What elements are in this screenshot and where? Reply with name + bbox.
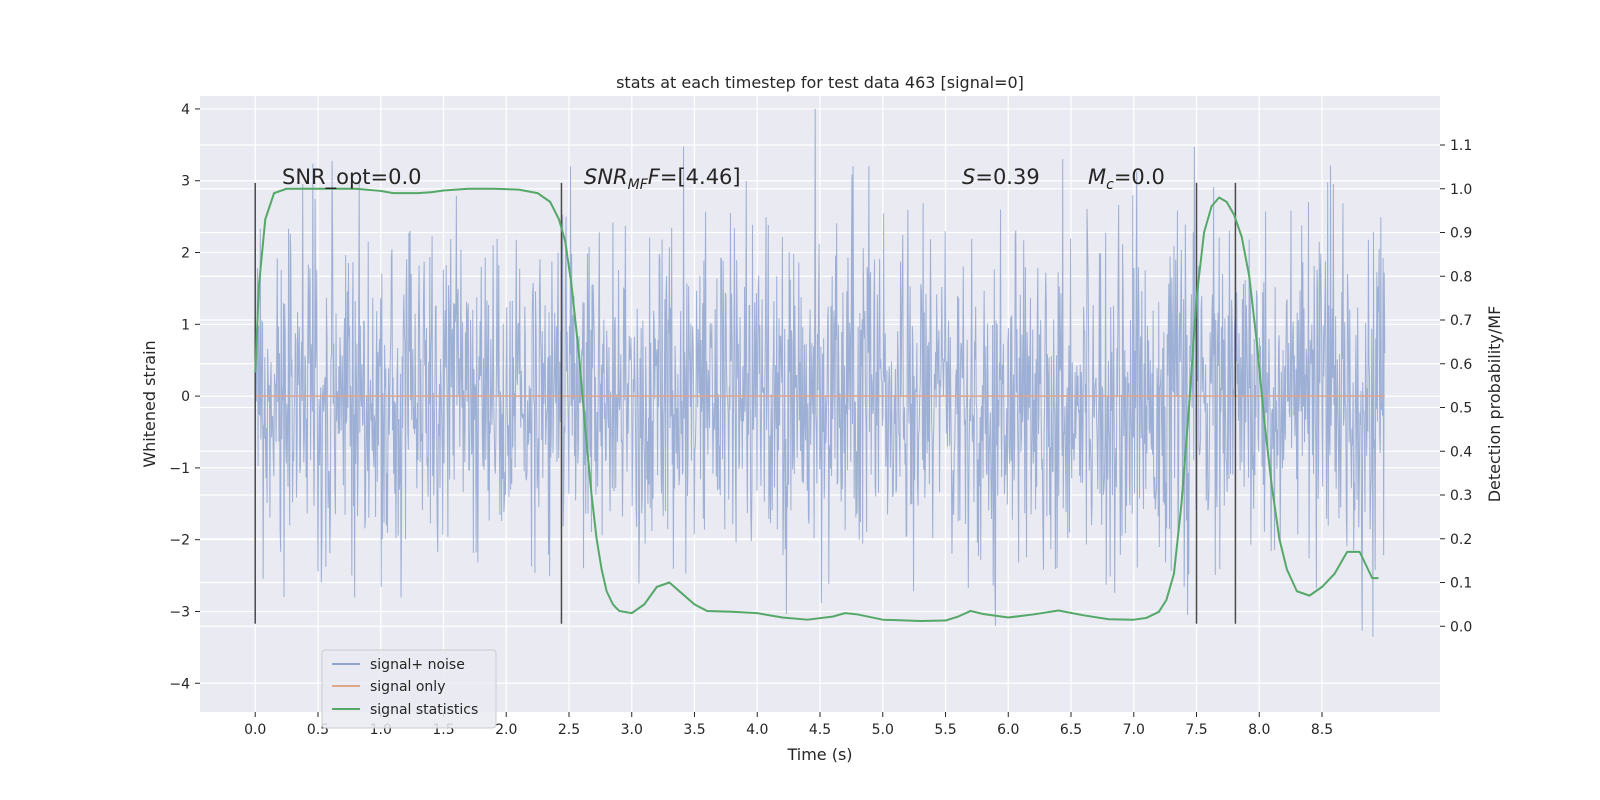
y-tick-label-4: 0	[181, 389, 190, 405]
y-tick-label-7: 3	[181, 174, 190, 190]
x-tick-label-6: 3.0	[621, 722, 643, 738]
x-tick-label-17: 8.5	[1311, 722, 1333, 738]
y-tick-label-6: 2	[181, 246, 190, 262]
x-tick-label-11: 5.5	[934, 722, 956, 738]
legend: signal+ noise signal only signal statist…	[321, 649, 497, 729]
y-axis-ticks: −4 −3 −2 −1 0 1 2 3 4	[169, 102, 200, 692]
y-right-tick-label-11: 1.1	[1450, 138, 1472, 154]
annotation-mc: Mc=0.0	[1088, 165, 1165, 193]
y-right-tick-label-1: 0.1	[1450, 576, 1472, 592]
legend-label-signal-only: signal only	[370, 679, 445, 695]
series-signal-statistics	[254, 187, 1379, 622]
legend-label-signal-statistics: signal statistics	[370, 702, 478, 718]
x-tick-label-9: 4.5	[809, 722, 831, 738]
x-tick-label-10: 5.0	[872, 722, 894, 738]
y-tick-label-2: −2	[169, 533, 190, 549]
vertical-markers	[254, 182, 1237, 624]
y-tick-label-1: −3	[169, 604, 190, 620]
y-right-tick-label-10: 1.0	[1450, 182, 1472, 198]
y-right-tick-label-2: 0.2	[1450, 532, 1472, 548]
legend-label-signal-noise: signal+ noise	[370, 657, 465, 673]
x-tick-label-16: 8.0	[1248, 722, 1270, 738]
y-right-tick-label-0: 0.0	[1450, 619, 1472, 635]
y-right-tick-label-8: 0.8	[1450, 269, 1472, 285]
y-tick-label-0: −4	[169, 676, 190, 692]
y-right-axis-ticks: 0.0 0.1 0.2 0.3 0.4 0.5 0.6 0.7 0.8 0.9 1.0 1.1	[1440, 138, 1472, 635]
x-tick-label-15: 7.5	[1185, 722, 1207, 738]
y-right-tick-label-5: 0.5	[1450, 401, 1472, 417]
y-right-tick-label-3: 0.3	[1450, 488, 1472, 504]
x-tick-label-4: 2.0	[495, 722, 517, 738]
y-right-axis-label: Detection probability/MF	[1485, 306, 1504, 503]
chart-title: stats at each timestep for test data 463…	[616, 73, 1024, 92]
annotation-snr-opt: SNR_opt=0.0	[282, 165, 422, 190]
annotation-s: S=0.39	[962, 165, 1040, 189]
y-axis-label: Whitened strain	[140, 340, 159, 467]
y-right-tick-label-6: 0.6	[1450, 357, 1472, 373]
y-tick-label-8: 4	[181, 102, 190, 118]
y-right-tick-label-9: 0.9	[1450, 226, 1472, 242]
annotation-snr-mf: SNRMFF=[4.46]	[584, 165, 741, 193]
x-axis-label: Time (s)	[786, 745, 852, 764]
x-tick-label-0: 0.0	[244, 722, 266, 738]
y-right-tick-label-7: 0.7	[1450, 313, 1472, 329]
x-tick-label-8: 4.0	[746, 722, 768, 738]
x-tick-label-12: 6.0	[997, 722, 1019, 738]
legend-box	[321, 649, 497, 729]
y-tick-label-5: 1	[181, 317, 190, 333]
x-tick-label-7: 3.5	[683, 722, 705, 738]
x-tick-label-14: 7.0	[1123, 722, 1145, 738]
series-line-signal-statistics	[254, 187, 1379, 622]
x-tick-label-13: 6.5	[1060, 722, 1082, 738]
y-tick-label-3: −1	[169, 461, 190, 477]
x-tick-label-5: 2.5	[558, 722, 580, 738]
y-right-tick-label-4: 0.4	[1450, 444, 1472, 460]
